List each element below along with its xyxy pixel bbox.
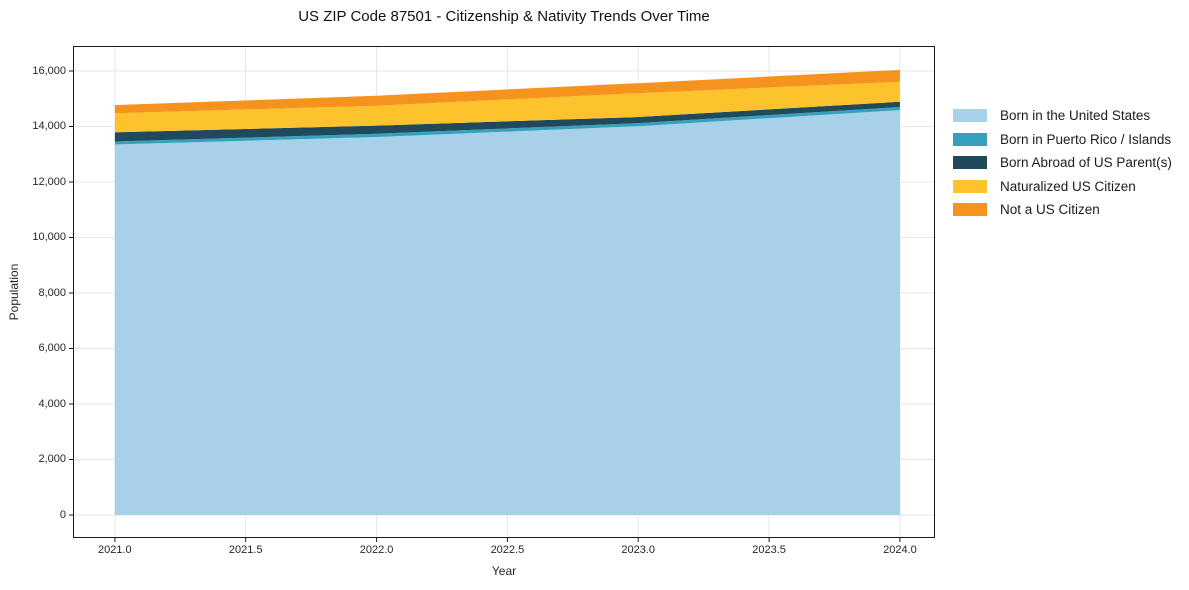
x-tick-label: 2022.0	[359, 544, 394, 556]
y-tick-label: 6,000	[38, 342, 66, 355]
legend-swatch-icon	[953, 132, 987, 146]
area-series	[114, 101, 900, 142]
y-tick-label: 10,000	[32, 231, 66, 244]
legend-item: Born in Puerto Rico / Islands	[953, 128, 1172, 152]
y-tick-label: 12,000	[32, 175, 66, 188]
plot-area	[69, 46, 935, 542]
legend-item: Born in the United States	[953, 104, 1172, 128]
y-tick-label: 4,000	[38, 397, 66, 410]
x-tick-label: 2022.5	[490, 544, 525, 556]
legend-swatch-icon	[953, 179, 987, 193]
legend-label: Born in the United States	[1000, 108, 1151, 124]
legend: Born in the United States Born in Puerto …	[953, 104, 1172, 222]
chart-canvas	[69, 46, 935, 542]
y-axis-label: Population	[7, 263, 21, 321]
legend-label: Not a US Citizen	[1000, 202, 1100, 218]
legend-label: Naturalized US Citizen	[1000, 178, 1136, 194]
legend-swatch-icon	[953, 156, 987, 170]
x-tick-label: 2021.5	[228, 544, 263, 556]
y-tick-label: 0	[59, 508, 66, 521]
legend-item: Naturalized US Citizen	[953, 175, 1172, 199]
legend-swatch-icon	[953, 109, 987, 123]
legend-swatch-icon	[953, 203, 987, 217]
x-tick-label: 2024.0	[883, 544, 917, 556]
legend-label: Born Abroad of US Parent(s)	[1000, 155, 1172, 171]
area-series	[114, 81, 900, 133]
x-tick-label: 2021.0	[98, 544, 132, 556]
legend-item: Born Abroad of US Parent(s)	[953, 151, 1172, 175]
area-series	[114, 110, 900, 515]
x-tick-label: 2023.0	[621, 544, 656, 556]
y-tick-label: 8,000	[38, 286, 66, 299]
y-tick-label: 2,000	[38, 453, 66, 466]
area-series	[114, 107, 900, 145]
chart-title: US ZIP Code 87501 - Citizenship & Nativi…	[298, 8, 710, 25]
plot-frame	[73, 46, 935, 538]
x-axis-label: Year	[491, 564, 517, 578]
area-series	[114, 69, 900, 114]
legend-label: Born in Puerto Rico / Islands	[1000, 131, 1172, 147]
y-tick-label: 14,000	[32, 120, 66, 133]
y-tick-label: 16,000	[32, 64, 66, 77]
legend-item: Not a US Citizen	[953, 198, 1172, 222]
x-tick-label: 2023.5	[752, 544, 786, 556]
